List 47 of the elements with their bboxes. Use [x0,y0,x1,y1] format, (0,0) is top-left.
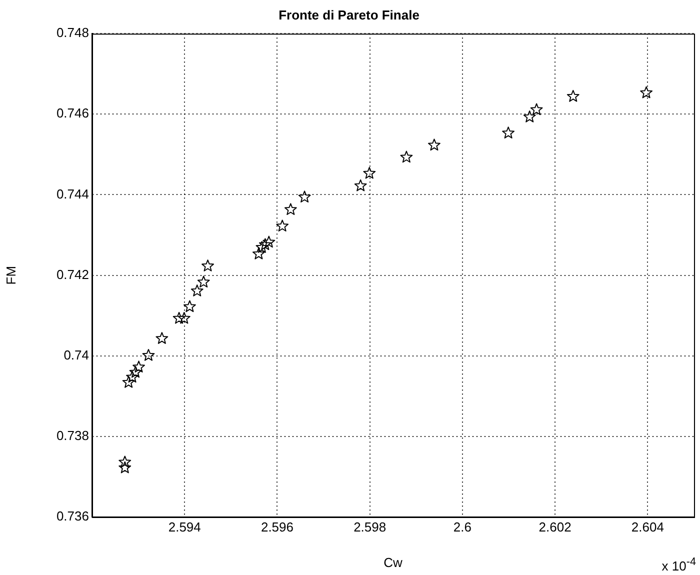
point [178,312,190,324]
point [523,110,536,122]
x-tick-label: 2.6 [453,519,472,534]
y-tick-label: 0.746 [56,106,89,121]
point [530,103,543,116]
x-tick-label: 2.598 [354,519,386,534]
point [252,247,265,260]
point [502,126,515,138]
point [118,456,132,468]
y-tick-label: 0.744 [56,186,89,202]
point [640,86,653,98]
point [126,370,138,383]
y-tick-label: 0.742 [56,266,89,282]
point [142,348,155,361]
point [129,366,142,378]
point [156,332,168,344]
x-tick-label: 2.602 [538,519,572,534]
point [566,90,580,102]
point [122,376,135,388]
point [118,461,132,474]
y-tick-label: 0.738 [56,428,89,444]
point [172,312,186,324]
point [276,220,289,232]
point [258,238,272,250]
point [363,166,376,179]
x-tick-label: 2.594 [168,519,201,534]
y-tick-label: 0.736 [56,508,89,524]
point [284,203,297,215]
x-tick-label: 2.596 [260,519,294,534]
y-axis-title: FM [3,266,18,285]
point [197,276,210,288]
point [400,150,413,163]
point [354,179,367,192]
y-tick-label: 0.748 [56,25,89,40]
chart-title: Fronte di Pareto Finale [278,7,420,22]
x-axis-title: Cw [384,554,403,570]
point [202,260,214,272]
point [262,236,276,248]
y-tick-label: 0.74 [64,347,89,362]
point [190,284,204,296]
point [256,241,268,253]
point [428,138,440,151]
point [298,190,311,203]
point [184,300,196,312]
point [132,360,145,372]
text: x 10$^{-4}$ [662,556,696,573]
x-tick-label: 2.604 [631,519,664,534]
